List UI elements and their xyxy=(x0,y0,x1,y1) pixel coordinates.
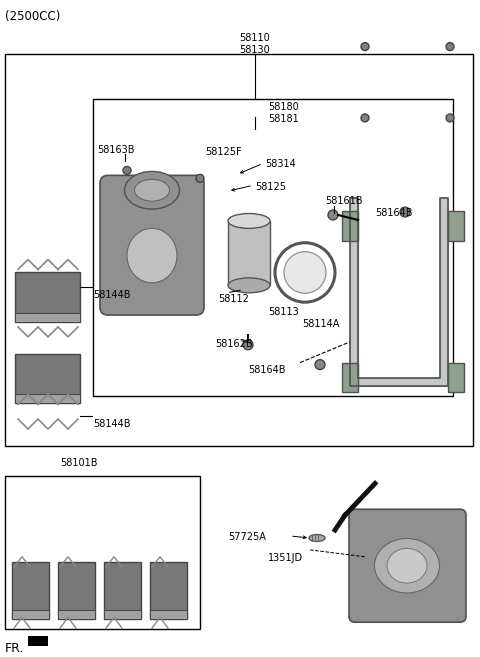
Circle shape xyxy=(361,43,369,51)
Circle shape xyxy=(243,340,253,350)
Bar xyxy=(58,610,95,620)
Circle shape xyxy=(328,210,338,220)
Text: 58114A: 58114A xyxy=(302,319,339,329)
Text: 58163B: 58163B xyxy=(97,145,134,154)
Text: FR.: FR. xyxy=(5,642,24,655)
Text: 58113: 58113 xyxy=(268,307,299,317)
Text: 1351JD: 1351JD xyxy=(268,553,303,563)
Text: 58162B: 58162B xyxy=(215,339,252,349)
Bar xyxy=(28,636,48,646)
Bar xyxy=(58,562,95,620)
Bar xyxy=(448,211,464,240)
Text: 57725A: 57725A xyxy=(228,532,266,542)
Text: 58164B: 58164B xyxy=(375,208,412,218)
Text: 58164B: 58164B xyxy=(248,365,286,374)
Text: 58144B: 58144B xyxy=(93,419,131,429)
Text: 58125: 58125 xyxy=(255,182,286,193)
Text: (2500CC): (2500CC) xyxy=(5,10,60,23)
Text: 58161B: 58161B xyxy=(325,196,362,206)
Bar xyxy=(150,562,187,620)
Text: 58144B: 58144B xyxy=(93,290,131,300)
Bar xyxy=(342,211,358,240)
Ellipse shape xyxy=(374,539,440,593)
Ellipse shape xyxy=(134,179,169,201)
Ellipse shape xyxy=(124,171,180,209)
Circle shape xyxy=(446,114,454,122)
Bar xyxy=(15,353,80,403)
Bar xyxy=(228,221,270,285)
Bar xyxy=(342,363,358,392)
Ellipse shape xyxy=(228,214,270,229)
Circle shape xyxy=(400,207,410,217)
Bar xyxy=(448,363,464,392)
Text: 58181: 58181 xyxy=(268,114,299,124)
Circle shape xyxy=(123,166,131,174)
Text: 58112: 58112 xyxy=(218,294,249,304)
Text: 58110: 58110 xyxy=(240,33,270,43)
Bar xyxy=(150,610,187,620)
Bar xyxy=(104,562,141,620)
Ellipse shape xyxy=(228,278,270,293)
Ellipse shape xyxy=(309,535,325,541)
Circle shape xyxy=(315,359,325,369)
FancyBboxPatch shape xyxy=(349,509,466,622)
Polygon shape xyxy=(350,198,448,386)
Bar xyxy=(93,99,453,396)
Ellipse shape xyxy=(127,229,177,283)
Circle shape xyxy=(196,174,204,182)
Bar xyxy=(104,610,141,620)
Circle shape xyxy=(361,114,369,122)
Ellipse shape xyxy=(387,549,427,583)
Bar xyxy=(15,273,80,322)
Circle shape xyxy=(446,43,454,51)
Text: 58125F: 58125F xyxy=(205,147,241,156)
Bar xyxy=(12,610,49,620)
Text: 58314: 58314 xyxy=(265,158,296,169)
Text: 58101B: 58101B xyxy=(60,458,97,468)
Bar xyxy=(5,476,200,629)
Bar xyxy=(5,55,473,446)
Bar xyxy=(12,562,49,620)
Text: 58130: 58130 xyxy=(240,45,270,55)
FancyBboxPatch shape xyxy=(100,175,204,315)
Text: 58180: 58180 xyxy=(268,102,299,112)
Bar xyxy=(15,313,80,322)
Circle shape xyxy=(284,252,326,293)
Bar xyxy=(15,394,80,403)
